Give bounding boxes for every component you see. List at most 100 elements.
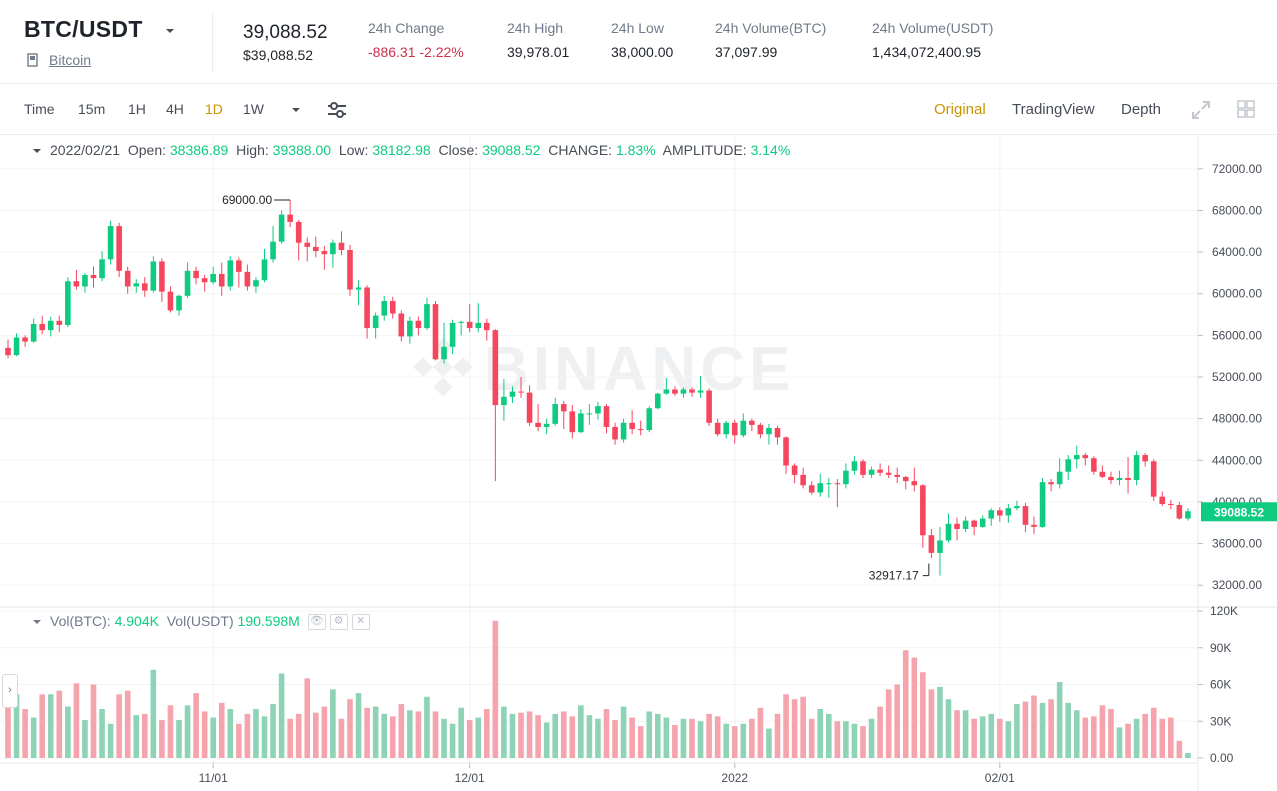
sliders-icon[interactable] [326,100,348,120]
candlestick-chart[interactable]: 69000.00 32917.17 72000.00 68000.00 64000.00… [0,136,1277,791]
candle-body [1185,511,1191,519]
volume-bar [595,718,601,758]
coin-info-link[interactable]: Bitcoin [49,52,92,68]
candle-body [287,214,293,222]
volume-bar [894,684,900,758]
volume-bar [877,706,883,758]
candle-body [714,422,721,435]
candle-body [800,474,806,486]
interval-time[interactable]: Time [24,101,55,117]
volume-bar [911,657,918,758]
chevron-down-icon[interactable] [163,24,177,38]
volume-bar [1125,723,1131,758]
interval-1h[interactable]: 1H [128,101,146,117]
candle-body [1022,506,1029,525]
candle-body [475,322,482,329]
legend-high-value: 39388.00 [272,142,332,158]
time-tick-label: 02/01 [985,771,1015,785]
grid-layout-icon[interactable] [1236,99,1256,119]
candle-body [355,287,362,290]
close-icon[interactable]: ✕ [351,614,370,631]
legend-low-value: 38182.98 [372,142,431,158]
stat-24h-volume-usdt: 24h Volume(USDT) 1,434,072,400.95 [872,20,993,60]
interval-4h[interactable]: 4H [166,101,184,117]
candle-body [731,422,738,436]
candle-body [655,393,661,409]
price-tick-label: 68000.00 [1212,203,1262,217]
volume-bar [304,678,311,758]
interval-15m[interactable]: 15m [78,101,106,117]
chevron-down-icon[interactable] [290,104,302,116]
volume-bar [218,702,225,758]
candle-body [1108,476,1114,481]
candle-body [150,261,157,291]
volume-bar [578,705,584,758]
volume-bar [364,707,370,758]
volume-bar [1108,709,1114,758]
stat-value: 37,097.99 [715,44,778,60]
volume-bar [1159,718,1166,758]
volume-bar [1176,740,1183,758]
candle-body [706,390,712,423]
symbol-title[interactable]: BTC/USDT [24,16,143,42]
volume-bar [372,706,379,758]
header-divider [212,12,213,72]
volume-bar [159,720,165,758]
candle-body [560,404,567,412]
stat-24h-volume-btc: 24h Volume(BTC) 37,097.99 [715,20,826,60]
legend-amplitude-value: 3.14% [750,142,791,158]
volume-bar [398,704,405,758]
candle-body [30,323,37,342]
price-tick-label: 36000.00 [1212,537,1262,551]
candle-body [945,523,952,541]
candle-body [979,518,986,527]
volume-bar [441,718,447,758]
gear-icon[interactable]: ⚙ [329,614,348,631]
volume-bar [1022,701,1029,758]
eye-icon[interactable]: 👁 [307,614,326,631]
volume-bar [73,683,80,758]
candle-body [1176,505,1183,519]
interval-1d[interactable]: 1D [205,101,223,117]
caret-down-icon[interactable] [32,618,42,626]
candle-body [338,242,345,251]
volume-tick-label: 120K [1210,604,1238,618]
view-original[interactable]: Original [934,101,986,118]
side-panel-toggle[interactable]: › [2,674,18,708]
candle-body [672,389,678,394]
candle-body [535,422,541,427]
candle-body [330,242,336,255]
view-tradingview[interactable]: TradingView [1012,101,1095,118]
volume-bar [945,699,952,758]
candle-body [73,281,80,287]
candle-body [1099,471,1106,477]
candle-body [1082,455,1089,459]
view-depth[interactable]: Depth [1121,101,1162,118]
candle-body [851,461,858,471]
candle-body [552,404,558,424]
candle-body [227,260,234,287]
volume-bar [697,721,704,758]
interval-1w[interactable]: 1W [243,101,264,117]
volume-bar [672,724,678,758]
legend-open-value: 38386.89 [169,142,229,158]
vol-usdt-label: Vol(USDT) [166,613,234,629]
candle-body [817,483,824,493]
caret-down-icon[interactable] [32,147,42,155]
volume-bar [620,706,627,758]
volume-bar [680,718,687,758]
candle-body [518,391,524,393]
legend-close-value: 39088.52 [482,142,541,158]
candle-body [398,313,405,337]
chart-panel[interactable]: BINANCE 69000.00 32917.17 72000.00 68000.00… [0,136,1277,791]
volume-bar [655,713,661,758]
current-price-label: 39088.52 [1214,505,1264,519]
candle-body [766,428,772,435]
chart-toolbar: Time 15m 1H 4H 1D 1W Original TradingVie… [0,85,1277,135]
candle-body [586,413,593,415]
stat-24h-high: 24h High 39,978.01 [507,20,569,60]
volume-bar [295,713,302,758]
expand-icon[interactable] [1190,99,1212,121]
legend-change-value: 1.83% [615,142,656,158]
volume-bar [278,673,285,758]
